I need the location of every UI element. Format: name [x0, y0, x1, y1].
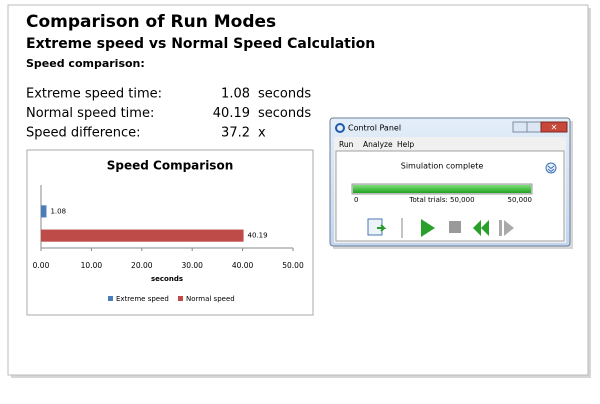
reset-button[interactable]	[473, 220, 489, 236]
data-label: 1.08	[50, 207, 66, 215]
x-tick-label: 10.00	[81, 261, 103, 270]
x-tick-label: 30.00	[181, 261, 203, 270]
status-text: Simulation complete	[401, 162, 484, 171]
step-button[interactable]	[499, 220, 514, 236]
data-label: 40.19	[248, 232, 268, 240]
subtitle: Extreme speed vs Normal Speed Calculatio…	[26, 36, 375, 52]
control-panel: Control Panel ✕ Run Analyze Help Simulatio…	[329, 117, 573, 249]
legend-label: Normal speed	[186, 295, 235, 303]
progress-total: Total trials: 50,000	[408, 196, 474, 204]
sheet-icon	[377, 224, 387, 232]
x-tick-label: 40.00	[232, 261, 254, 270]
x-tick-label: 20.00	[131, 261, 153, 270]
metric-unit: seconds	[258, 87, 311, 102]
chart-title: Speed Comparison	[107, 159, 233, 173]
window-title: Control Panel	[348, 124, 401, 133]
maximize-button[interactable]	[526, 121, 542, 133]
minimize-button[interactable]	[512, 121, 528, 133]
metric-label: Speed difference:	[26, 126, 141, 141]
metrics: Extreme speed time: 1.08 seconds Normal spe…	[26, 87, 311, 141]
progress-min: 0	[354, 196, 358, 204]
metric-label: Extreme speed time:	[26, 87, 162, 102]
window-icon	[335, 123, 345, 133]
close-button[interactable]	[540, 121, 568, 133]
legend-swatch	[108, 296, 113, 301]
metric-unit: seconds	[258, 106, 311, 121]
metric-value: 1.08	[221, 87, 250, 102]
stop-button[interactable]	[449, 221, 461, 233]
metric-value: 40.19	[213, 106, 250, 121]
legend-swatch	[178, 296, 183, 301]
x-tick-label: 50.00	[282, 261, 304, 270]
chart: Speed Comparison 0.00 10.00 20.00 30.00 40.00…	[33, 159, 304, 304]
menu-item[interactable]: Help	[397, 140, 414, 149]
close-icon: ✕	[551, 123, 558, 132]
title: Comparison of Run Modes	[26, 12, 276, 32]
progress-max: 50,000	[508, 196, 533, 204]
metric-value: 37.2	[221, 126, 250, 141]
metric-label: Normal speed time:	[26, 106, 154, 121]
menu-bar: Run Analyze Help	[339, 140, 414, 149]
section-label: Speed comparison:	[26, 57, 145, 70]
menu-item[interactable]: Run	[339, 140, 354, 149]
x-axis-label: seconds	[151, 275, 183, 283]
progress-fill	[353, 185, 531, 193]
metric-unit: x	[258, 126, 266, 141]
menu-item[interactable]: Analyze	[363, 140, 393, 149]
run-button[interactable]	[421, 219, 435, 237]
bar	[41, 229, 244, 242]
x-tick-label: 0.00	[33, 261, 50, 270]
legend-label: Extreme speed	[116, 295, 169, 303]
collapse-icon	[547, 165, 555, 173]
bar	[41, 205, 47, 218]
